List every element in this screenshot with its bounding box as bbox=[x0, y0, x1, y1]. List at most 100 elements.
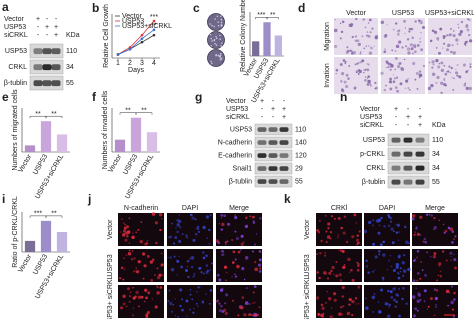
colony bbox=[214, 18, 216, 20]
cell bbox=[372, 219, 375, 222]
cell bbox=[382, 240, 386, 244]
weight-label: 29 bbox=[295, 165, 303, 172]
micrograph bbox=[167, 249, 213, 282]
cell bbox=[411, 36, 414, 39]
cell bbox=[451, 44, 454, 47]
cell bbox=[221, 222, 225, 227]
cell bbox=[145, 313, 149, 317]
blot-band bbox=[391, 179, 401, 185]
cell bbox=[374, 81, 377, 85]
cell bbox=[467, 33, 471, 37]
bar bbox=[274, 35, 282, 56]
cell bbox=[432, 254, 437, 259]
cell bbox=[347, 257, 351, 262]
cell bbox=[234, 216, 238, 220]
x-tick-label: USP53 bbox=[122, 153, 139, 176]
cell bbox=[443, 64, 446, 67]
colony bbox=[213, 38, 216, 41]
cell bbox=[195, 302, 198, 305]
cell bbox=[218, 302, 221, 305]
cell bbox=[334, 19, 336, 21]
cell bbox=[377, 231, 381, 235]
cell bbox=[316, 229, 319, 232]
cell bbox=[416, 271, 420, 275]
cell bbox=[419, 215, 423, 219]
cell bbox=[415, 71, 419, 75]
cell bbox=[123, 268, 126, 271]
condition-sign: - bbox=[37, 32, 40, 39]
data-point bbox=[152, 19, 156, 23]
weight-label: 55 bbox=[432, 179, 440, 186]
cell bbox=[373, 293, 376, 295]
blot-band bbox=[279, 140, 289, 145]
cell bbox=[404, 225, 407, 229]
cell bbox=[414, 20, 417, 23]
column-label: USP53+siCRKL bbox=[425, 10, 474, 17]
protein-label: CRKL bbox=[366, 165, 385, 172]
cell bbox=[340, 30, 344, 34]
cell bbox=[127, 252, 132, 256]
cell bbox=[404, 87, 407, 90]
cell bbox=[224, 311, 228, 316]
condition-sign: - bbox=[395, 114, 398, 121]
cell bbox=[448, 33, 452, 37]
cell bbox=[363, 229, 368, 234]
bar bbox=[24, 240, 36, 252]
cell bbox=[205, 270, 209, 275]
cell bbox=[215, 239, 219, 243]
cell bbox=[434, 296, 438, 301]
cell bbox=[392, 230, 395, 233]
cell bbox=[447, 304, 449, 307]
cell bbox=[456, 64, 459, 66]
cell bbox=[441, 250, 445, 253]
data-point bbox=[152, 28, 156, 32]
micrograph bbox=[167, 213, 213, 246]
blot-band bbox=[257, 179, 267, 184]
cell bbox=[131, 250, 134, 252]
cell bbox=[392, 74, 395, 76]
cell bbox=[405, 45, 408, 48]
cell bbox=[144, 300, 146, 303]
cell bbox=[410, 47, 414, 51]
cell bbox=[340, 305, 343, 309]
cell bbox=[399, 270, 402, 273]
bar bbox=[40, 121, 52, 152]
protein-label: β-tublin bbox=[229, 178, 252, 185]
cell bbox=[351, 314, 354, 317]
colony bbox=[218, 55, 220, 57]
cell bbox=[237, 314, 240, 317]
cell bbox=[185, 299, 189, 303]
cell bbox=[456, 43, 459, 45]
cell bbox=[333, 217, 336, 220]
cell bbox=[394, 287, 396, 289]
cell bbox=[391, 241, 395, 245]
cell bbox=[450, 259, 452, 261]
cell bbox=[160, 263, 164, 267]
cell bbox=[192, 238, 196, 242]
cell bbox=[420, 32, 422, 34]
cell bbox=[356, 243, 359, 246]
cell bbox=[189, 308, 191, 311]
weight-label: 34 bbox=[432, 165, 440, 172]
cell bbox=[345, 51, 349, 54]
cell bbox=[414, 231, 417, 234]
micrograph bbox=[316, 249, 362, 282]
cell bbox=[257, 263, 262, 267]
cell bbox=[249, 215, 252, 218]
significance-bracket bbox=[135, 112, 153, 115]
cell bbox=[455, 71, 459, 75]
cell bbox=[454, 266, 457, 270]
data-point bbox=[152, 33, 156, 37]
series-line bbox=[117, 29, 155, 55]
significance-label: ** bbox=[151, 23, 157, 30]
cell bbox=[324, 252, 326, 254]
cell bbox=[357, 73, 360, 75]
cell bbox=[185, 269, 188, 272]
cell bbox=[225, 279, 227, 282]
cell bbox=[395, 231, 398, 234]
cell bbox=[348, 298, 352, 302]
cell bbox=[460, 20, 464, 24]
cell bbox=[321, 315, 325, 318]
cell bbox=[357, 264, 360, 268]
cell bbox=[433, 252, 437, 255]
